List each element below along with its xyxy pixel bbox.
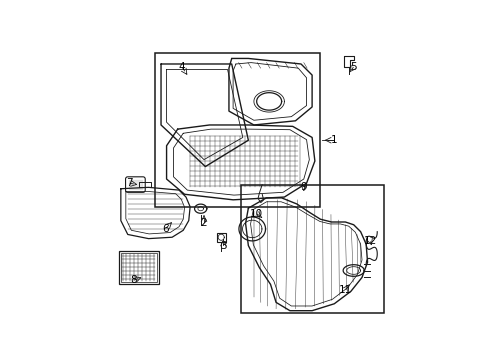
Bar <box>155 53 320 207</box>
Text: 12: 12 <box>364 237 377 246</box>
Text: 5: 5 <box>350 62 357 72</box>
Bar <box>119 251 159 284</box>
Text: 1: 1 <box>331 135 338 145</box>
Text: 3: 3 <box>220 240 227 251</box>
Text: 8: 8 <box>130 275 137 285</box>
Text: 7: 7 <box>126 178 132 188</box>
Text: 6: 6 <box>162 224 169 234</box>
Text: 2: 2 <box>201 219 207 228</box>
Text: 10: 10 <box>250 209 263 219</box>
Bar <box>217 233 225 242</box>
Bar <box>121 253 157 282</box>
Text: 4: 4 <box>178 62 185 72</box>
Text: 11: 11 <box>339 285 352 295</box>
Bar <box>242 185 384 314</box>
Text: 9: 9 <box>300 183 307 192</box>
FancyBboxPatch shape <box>125 177 145 192</box>
